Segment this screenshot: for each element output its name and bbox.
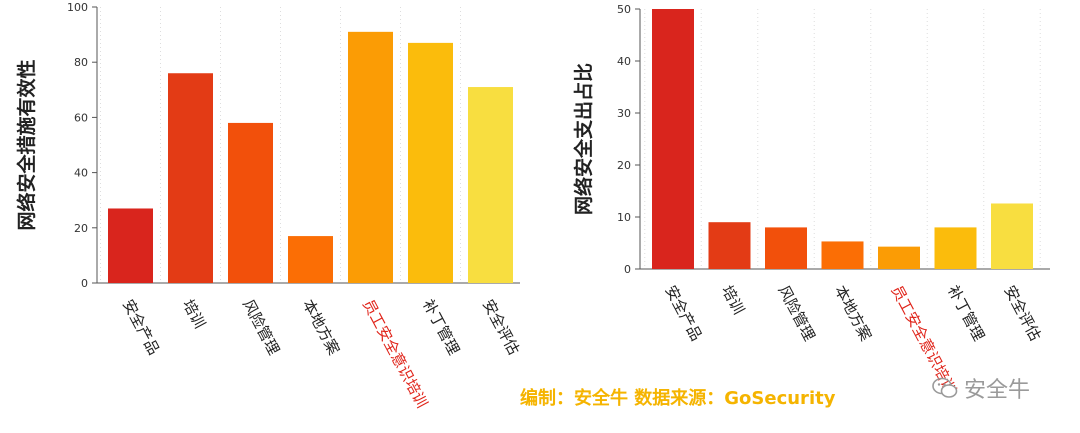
y-tick-label: 60 [74,111,88,124]
bar [991,203,1033,269]
bar [821,241,864,269]
y-tick-label: 0 [624,263,631,276]
category-label: 安全评估 [479,296,523,357]
bar [168,73,213,284]
category-label: 培训 [179,296,209,331]
y-axis-title: 网络安全措施有效性 [15,59,38,230]
y-tick-label: 100 [67,1,88,14]
bar [468,87,513,283]
y-tick-label: 30 [617,107,631,120]
y-tick-label: 40 [74,167,88,180]
bar [652,9,694,269]
bar [765,227,807,269]
y-tick-label: 0 [81,277,88,290]
category-label: 补丁管理 [419,296,463,357]
category-label: 本地方案 [299,296,343,357]
y-tick-label: 10 [617,211,631,224]
watermark: 安全牛 [932,372,1030,404]
y-tick-label: 20 [617,159,631,172]
bar [934,227,977,269]
category-label: 本地方案 [831,282,875,343]
y-tick-label: 50 [617,3,631,16]
y-axis-title: 网络安全支出占比 [572,63,595,215]
bar [408,42,453,283]
category-label: 培训 [718,282,748,317]
category-label: 安全评估 [1000,282,1044,343]
y-tick-label: 80 [74,56,88,69]
bar [708,222,751,269]
watermark-text: 安全牛 [964,378,1031,403]
bar [288,236,333,283]
bar [108,208,153,283]
credit-caption: 编制：安全牛 数据来源：GoSecurity [520,388,836,409]
category-label: 风险管理 [239,296,283,357]
bar [228,122,273,283]
bar [878,246,920,269]
y-tick-label: 40 [617,55,631,68]
category-label: 补丁管理 [944,282,988,343]
category-label: 员工安全意识培训 [359,296,431,410]
category-label: 风险管理 [774,282,818,343]
category-label: 安全产品 [119,296,163,357]
wechat-icon [932,377,958,398]
bar [348,31,393,284]
y-tick-label: 20 [74,222,88,235]
category-label: 安全产品 [661,282,705,343]
